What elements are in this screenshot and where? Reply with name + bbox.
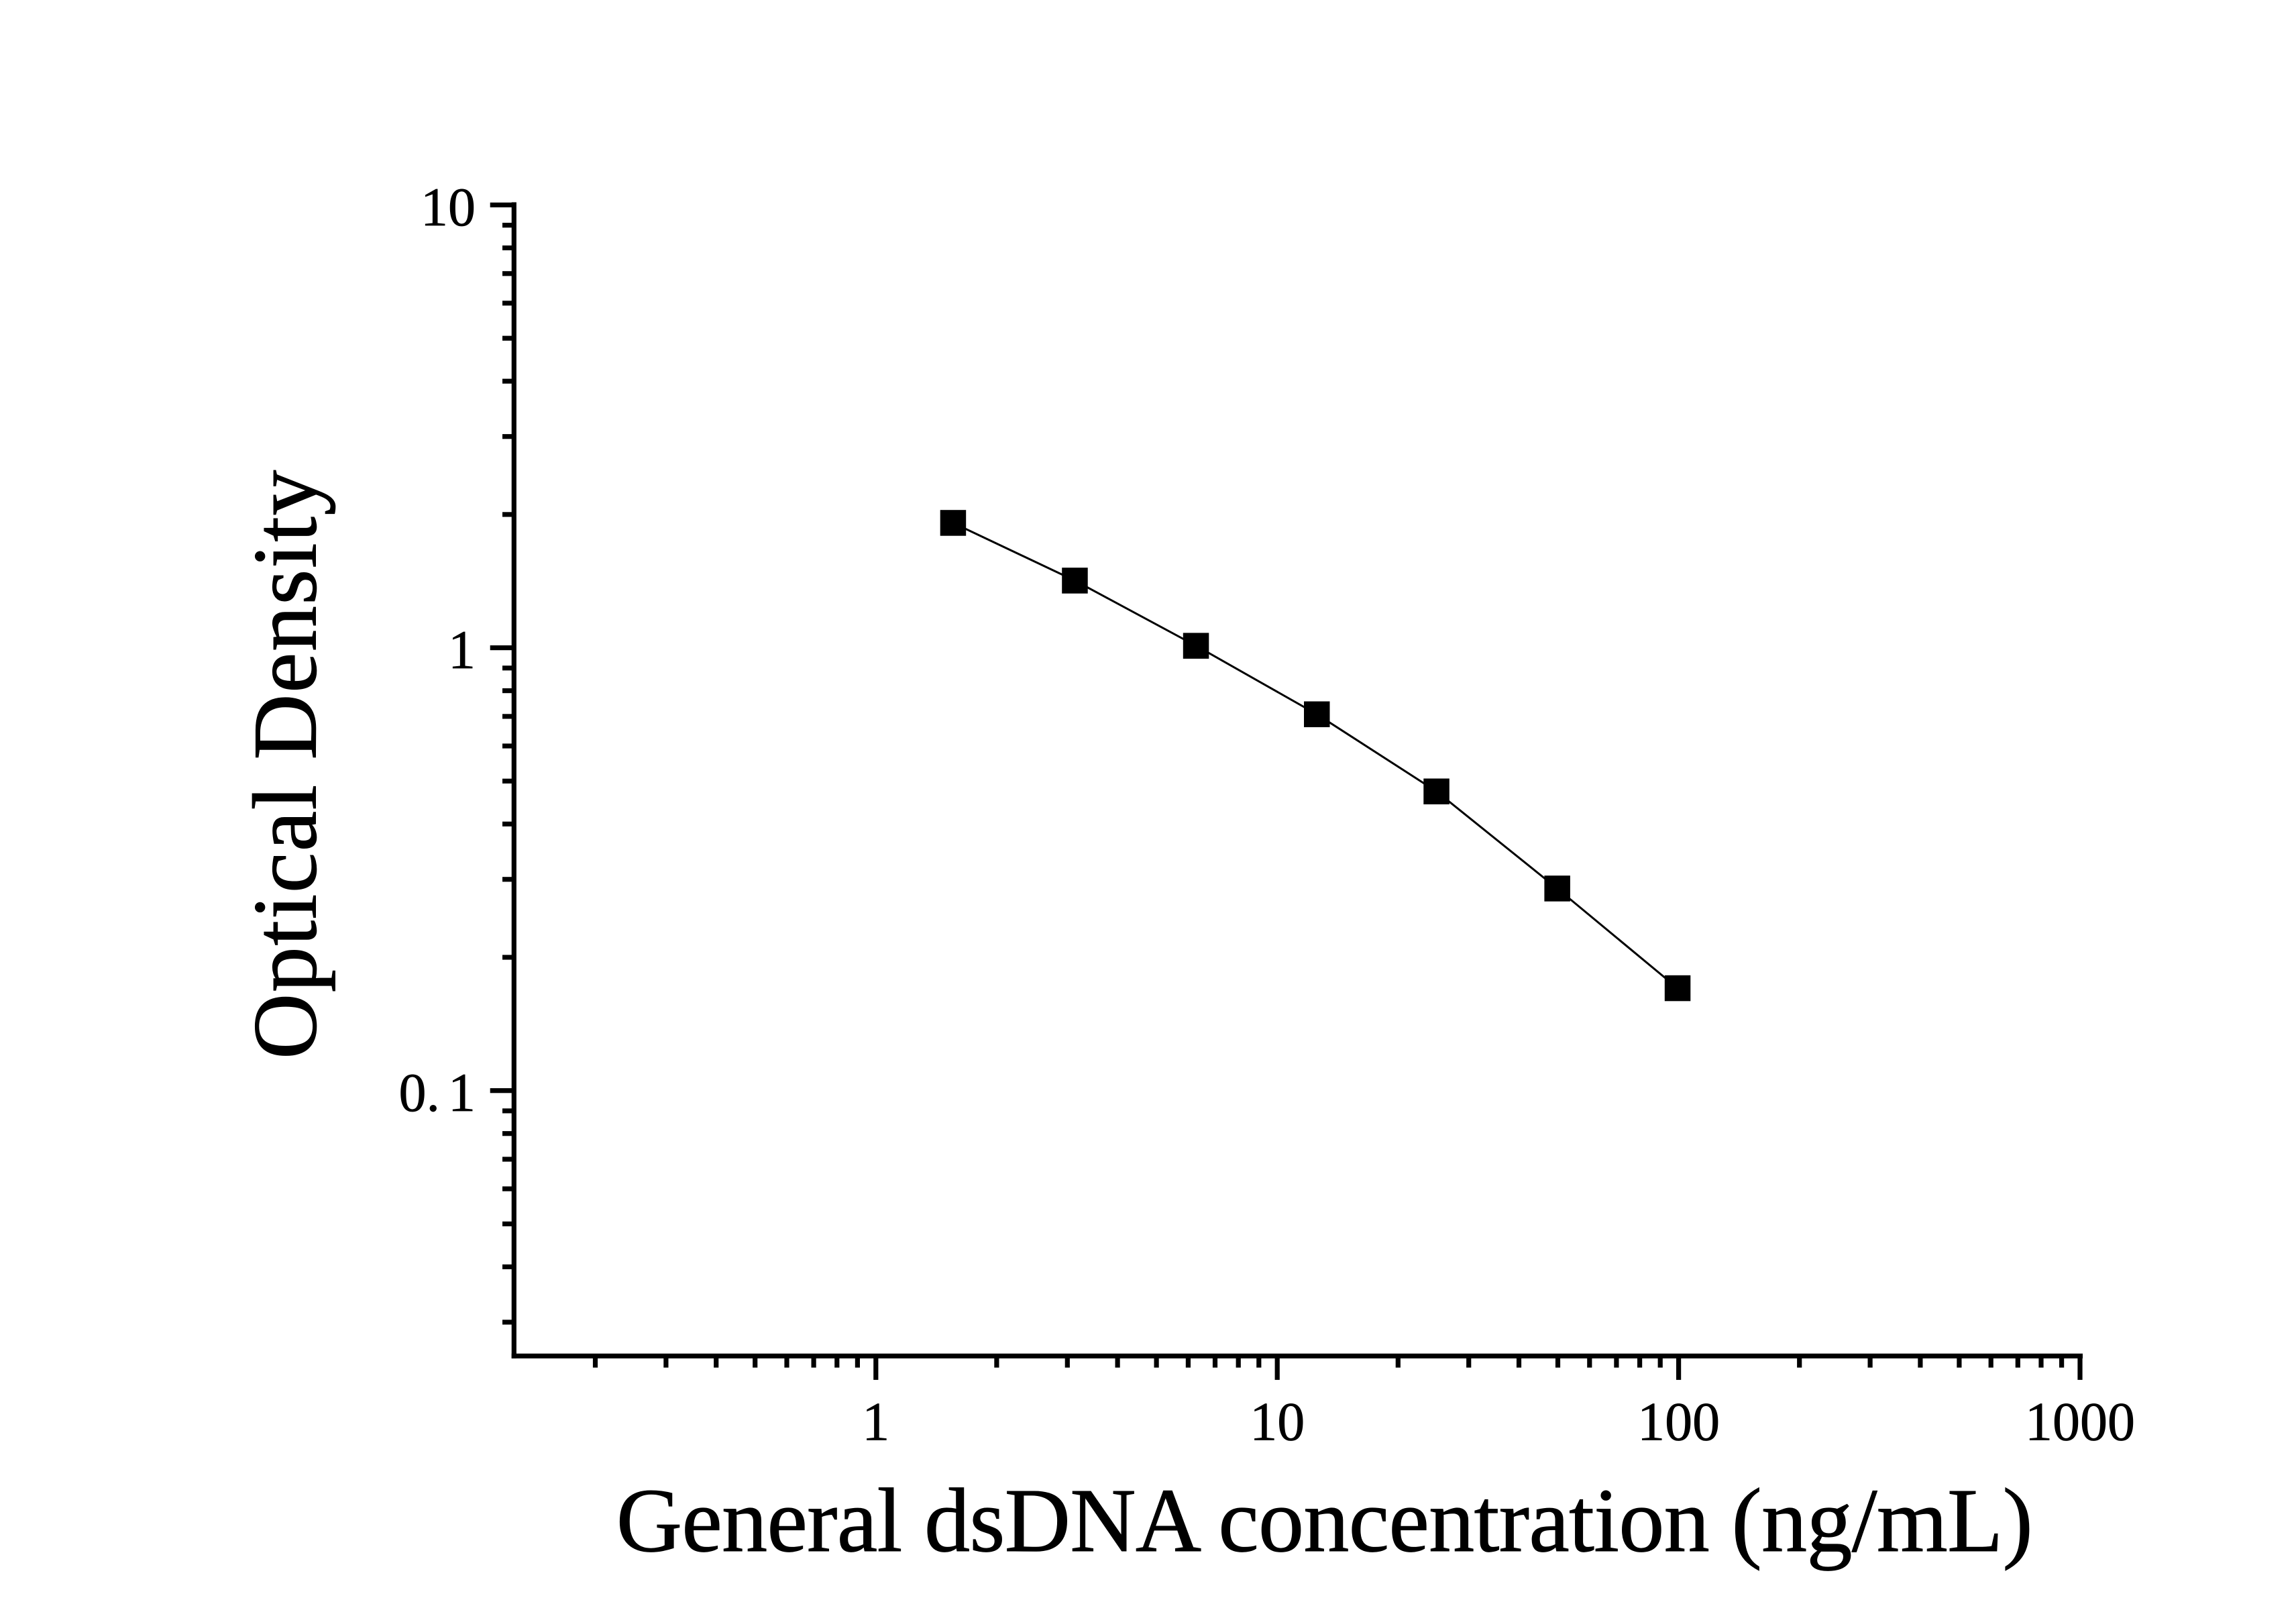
svg-text:1: 1 bbox=[862, 1391, 889, 1452]
svg-text:Optical Density: Optical Density bbox=[235, 469, 336, 1059]
svg-text:10: 10 bbox=[1250, 1391, 1305, 1452]
svg-text:1: 1 bbox=[448, 619, 476, 680]
svg-text:1000: 1000 bbox=[2025, 1391, 2135, 1452]
svg-text:0.1: 0. 1 bbox=[399, 1062, 476, 1123]
svg-text:General dsDNA concentration (n: General dsDNA concentration (ng/mL) bbox=[616, 1471, 2032, 1571]
svg-text:10: 10 bbox=[421, 176, 476, 237]
svg-text:100: 100 bbox=[1637, 1391, 1720, 1452]
